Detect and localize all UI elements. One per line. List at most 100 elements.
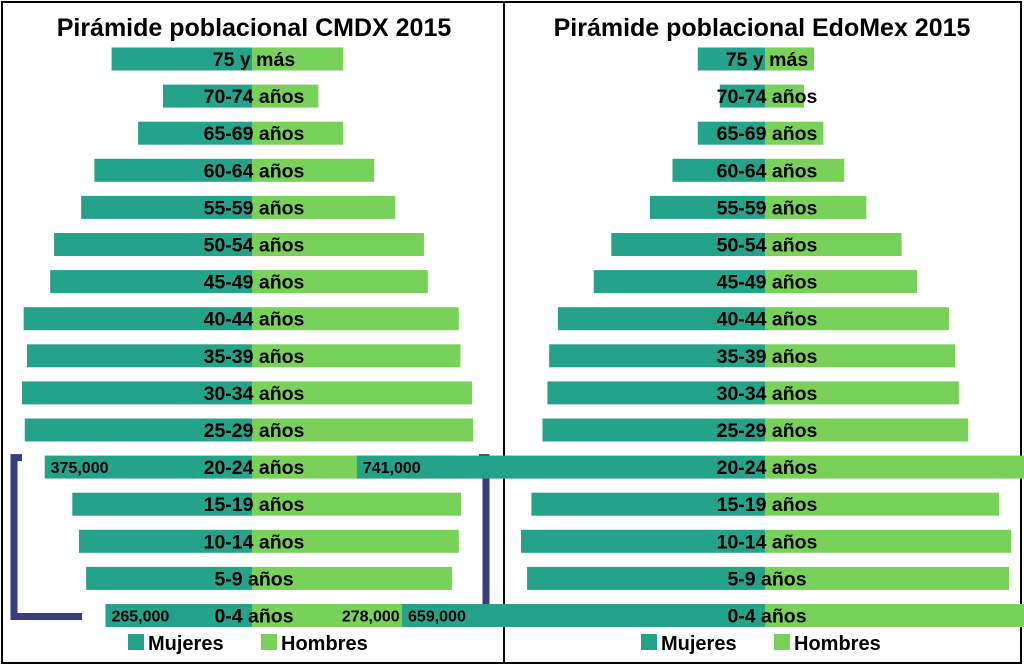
age-group-label: 45-49 años — [204, 272, 305, 294]
bar-mujeres — [44, 455, 252, 479]
bar-mujeres — [611, 233, 765, 256]
bar-hombres — [765, 566, 1009, 590]
bar-mujeres — [81, 195, 252, 219]
legend-swatch-hombres — [774, 634, 790, 650]
age-group-label: 65-69 años — [204, 123, 305, 145]
age-group-label: 75 y más — [213, 49, 296, 71]
bar-hombres — [765, 529, 1012, 553]
value-label-mujeres: 659,000 — [408, 609, 466, 626]
bar-hombres — [765, 307, 949, 331]
bar-mujeres — [719, 84, 765, 108]
panel-edomex: Pirámide poblacional EdoMex 2015 75 y má… — [356, 14, 1024, 655]
value-label-mujeres: 375,000 — [51, 460, 109, 477]
bar-hombres — [765, 84, 805, 108]
bar-hombres — [252, 121, 344, 145]
age-group-label: 75 y más — [726, 49, 809, 71]
bar-mujeres — [356, 455, 765, 479]
age-group-label: 50-54 años — [717, 235, 818, 257]
bar-mujeres — [162, 84, 252, 108]
age-group-label: 55-59 años — [204, 197, 305, 219]
age-group-label: 0-4 años — [727, 606, 806, 628]
age-group-label: 40-44 años — [204, 309, 305, 331]
value-label-mujeres: 741,000 — [363, 460, 421, 477]
bar-mujeres — [105, 604, 252, 627]
legend-label-hombres: Hombres — [281, 633, 368, 655]
age-group-label: 20-24 años — [204, 457, 305, 479]
bar-hombres — [252, 566, 453, 590]
bar-mujeres — [86, 566, 252, 590]
bar-mujeres — [531, 492, 765, 516]
legend-swatch-mujeres — [128, 634, 144, 650]
bar-mujeres — [527, 566, 765, 590]
age-group-label: 25-29 años — [204, 420, 305, 442]
bar-hombres — [765, 381, 959, 405]
bar-hombres — [765, 233, 902, 256]
age-group-label: 5-9 años — [214, 568, 293, 590]
age-group-label: 15-19 años — [204, 494, 305, 516]
bar-hombres — [252, 344, 461, 368]
age-group-label: 5-9 años — [727, 568, 806, 590]
age-group-label: 10-14 años — [717, 531, 818, 553]
bar-mujeres — [22, 381, 252, 405]
bar-mujeres — [649, 195, 765, 219]
bar-hombres — [765, 418, 969, 442]
bar-mujeres — [549, 344, 765, 368]
bracket-left — [10, 454, 82, 620]
bar-hombres — [252, 418, 474, 442]
chart-title: Pirámide poblacional CMDX 2015 — [57, 14, 452, 42]
bar-mujeres — [547, 381, 765, 405]
bar-mujeres — [24, 418, 253, 442]
bar-mujeres — [593, 270, 765, 294]
age-group-label: 60-64 años — [204, 160, 305, 182]
bar-mujeres — [697, 47, 765, 71]
bar-mujeres — [697, 121, 765, 145]
bar-mujeres — [94, 158, 252, 182]
age-group-label: 0-4 años — [214, 606, 293, 628]
legend-label-mujeres: Mujeres — [148, 633, 224, 655]
bar-mujeres — [521, 529, 765, 553]
age-group-label: 25-29 años — [717, 420, 818, 442]
bar-hombres — [765, 47, 815, 71]
age-group-label: 40-44 años — [717, 309, 818, 331]
bar-mujeres — [72, 492, 252, 516]
bar-hombres — [765, 492, 1000, 516]
chart-title: Pirámide poblacional EdoMex 2015 — [554, 14, 971, 42]
age-group-label: 65-69 años — [717, 123, 818, 145]
bar-mujeres — [50, 270, 253, 294]
value-label-hombres: 278,000 — [342, 609, 400, 626]
age-group-label: 60-64 años — [717, 160, 818, 182]
bar-mujeres — [672, 158, 765, 182]
age-group-label: 70-74 años — [204, 86, 305, 108]
age-group-label: 30-34 años — [204, 383, 305, 405]
age-group-label: 30-34 años — [717, 383, 818, 405]
bar-hombres — [765, 344, 956, 368]
bar-mujeres — [26, 344, 252, 368]
bar-hombres — [765, 270, 918, 294]
bar-hombres — [252, 307, 459, 331]
bar-hombres — [252, 47, 344, 71]
bar-mujeres — [111, 47, 252, 71]
age-group-label: 20-24 años — [717, 457, 818, 479]
bar-hombres — [765, 455, 1024, 479]
bar-mujeres — [402, 604, 765, 627]
age-group-label: 15-19 años — [717, 494, 818, 516]
bar-hombres — [252, 195, 396, 219]
bar-hombres — [252, 529, 459, 553]
bar-hombres — [252, 158, 375, 182]
bar-mujeres — [138, 121, 252, 145]
age-group-label: 35-39 años — [204, 346, 305, 368]
bar-hombres — [252, 381, 473, 405]
legend-label-mujeres: Mujeres — [661, 633, 737, 655]
bar-hombres — [252, 604, 406, 627]
age-group-label: 70-74 años — [717, 86, 818, 108]
bar-hombres — [252, 270, 428, 294]
bar-mujeres — [557, 307, 765, 331]
legend-swatch-mujeres — [641, 634, 657, 650]
bar-hombres — [252, 233, 424, 256]
bar-hombres — [765, 158, 845, 182]
bar-hombres — [252, 492, 461, 516]
bar-mujeres — [54, 233, 252, 256]
age-group-label: 50-54 años — [204, 235, 305, 257]
